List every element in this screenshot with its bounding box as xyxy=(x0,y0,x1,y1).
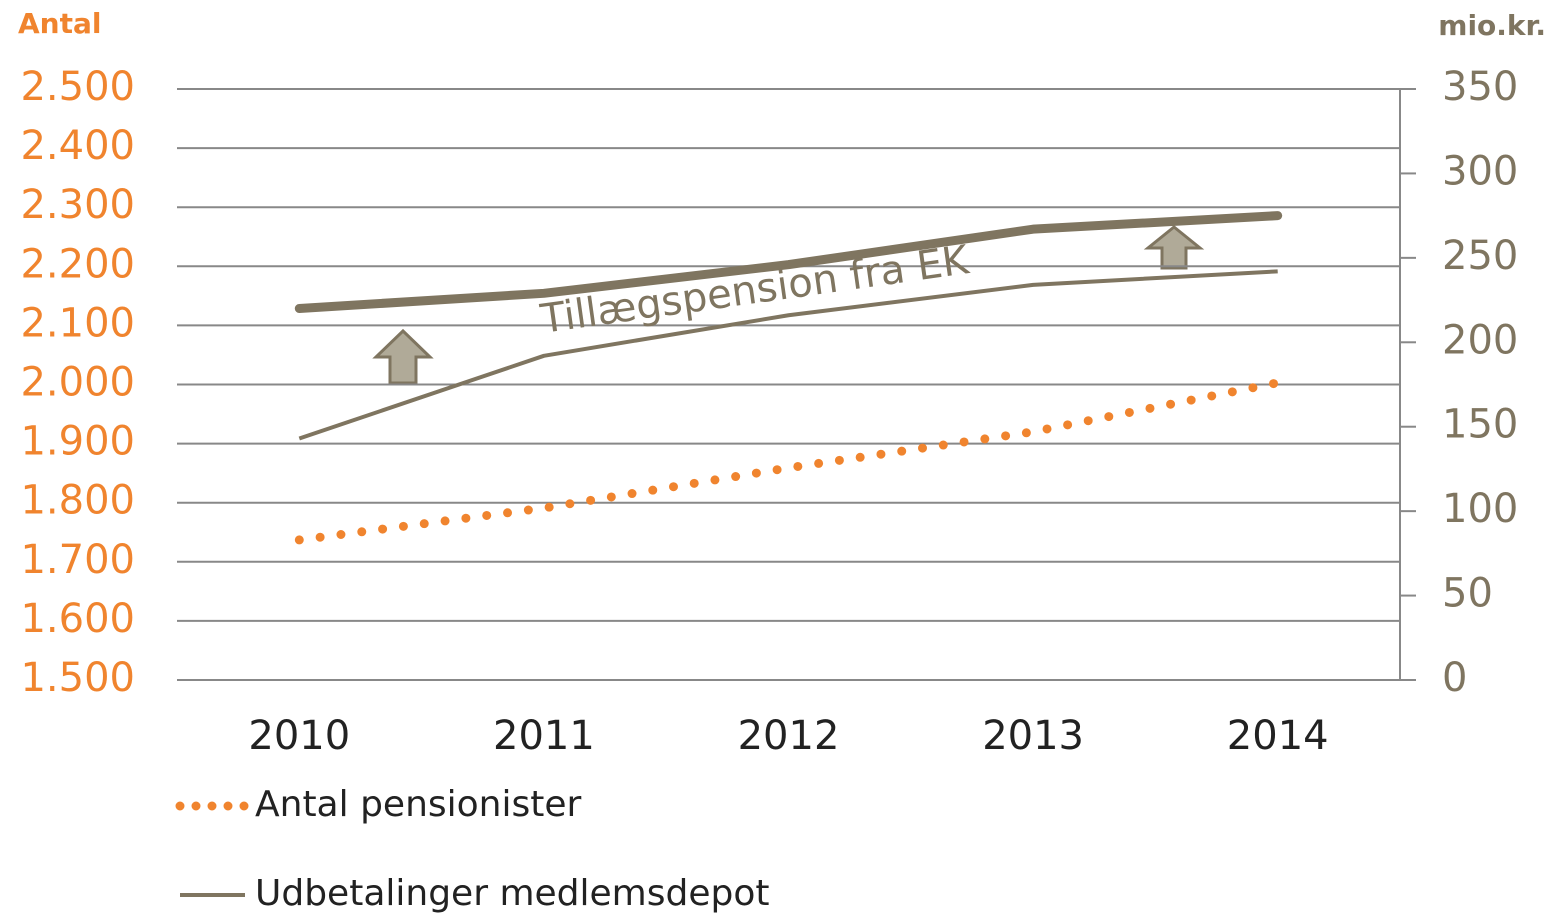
annotation: Tillægspension fra EK xyxy=(537,237,973,343)
y-tick-label: 2.300 xyxy=(20,182,135,228)
arrows xyxy=(372,225,1205,385)
arrow xyxy=(1143,225,1205,270)
y-tick-label: 1.600 xyxy=(20,596,135,642)
series-line xyxy=(298,269,1278,441)
y2-tick-label: 350 xyxy=(1442,64,1518,110)
x-tick-label: 2012 xyxy=(738,713,840,759)
x-tick-label: 2011 xyxy=(493,713,595,759)
series-line xyxy=(294,211,1283,314)
x-tick-label: 2010 xyxy=(248,713,350,759)
y-tick-label: 2.000 xyxy=(20,360,135,406)
y2-tick-label: 100 xyxy=(1442,486,1518,532)
legend-label: Antal pensionister xyxy=(255,784,582,825)
y-tick-label: 2.200 xyxy=(20,241,135,287)
y2-tick-label: 0 xyxy=(1442,655,1467,701)
arrow xyxy=(372,328,434,385)
y2-tick-label: 200 xyxy=(1442,317,1518,363)
series-line xyxy=(294,378,1283,545)
y-tick-label: 2.500 xyxy=(20,64,135,110)
y2-axis-label: mio.kr. xyxy=(1438,9,1546,42)
y-tick-label: 2.100 xyxy=(20,300,135,346)
x-tick-label: 2014 xyxy=(1227,713,1329,759)
x-tick-label: 2013 xyxy=(982,713,1084,759)
y2-tick-label: 50 xyxy=(1442,571,1493,617)
y-axis-label: Antal xyxy=(18,7,101,40)
y-tick-label: 1.700 xyxy=(20,537,135,583)
legend-label: Udbetalinger medlemsdepot xyxy=(255,873,769,914)
y2-tick-label: 300 xyxy=(1442,148,1518,194)
y-tick-label: 1.800 xyxy=(20,478,135,524)
y-tick-label: 2.400 xyxy=(20,123,135,169)
y-tick-label: 1.900 xyxy=(20,419,135,465)
y-tick-label: 1.500 xyxy=(20,655,135,701)
y2-tick-label: 150 xyxy=(1442,402,1518,448)
y2-tick-label: 250 xyxy=(1442,233,1518,279)
